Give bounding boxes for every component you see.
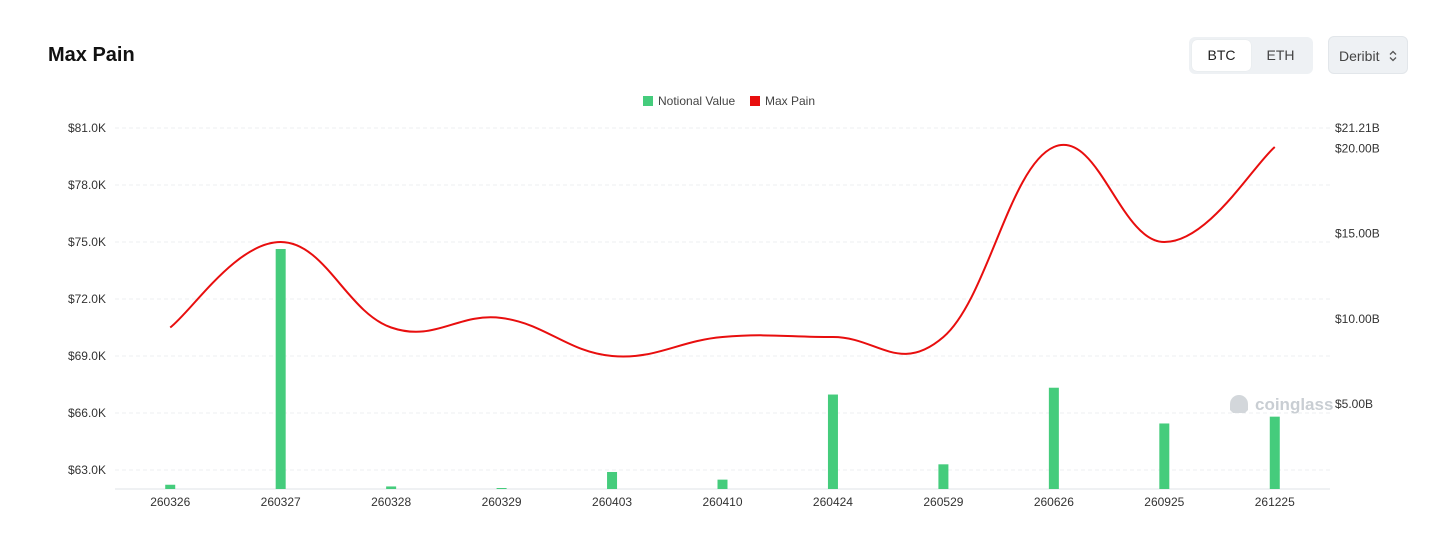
x-tick-label: 260424	[813, 495, 853, 509]
exchange-select-label: Deribit	[1339, 48, 1380, 64]
x-tick-label: 260329	[482, 495, 522, 509]
y-right-tick-label: $15.00B	[1335, 227, 1380, 241]
y-left-tick-label: $66.0K	[68, 406, 106, 420]
y-left-tick-label: $63.0K	[68, 463, 106, 477]
y-right-tick-label: $21.21B	[1335, 121, 1380, 135]
x-tick-label: 260326	[150, 495, 190, 509]
eth-tab[interactable]: ETH	[1266, 47, 1295, 63]
notional-bar	[827, 394, 838, 489]
coin-toggle: BTC ETH	[1189, 37, 1313, 74]
x-tick-label: 260626	[1034, 495, 1074, 509]
exchange-select[interactable]: Deribit	[1328, 36, 1408, 74]
watermark-text: coinglass	[1255, 395, 1333, 414]
notional-bar	[938, 464, 949, 489]
y-left-tick-label: $69.0K	[68, 349, 106, 363]
y-right-tick-label: $20.00B	[1335, 142, 1380, 156]
legend-swatch-notional	[643, 96, 653, 106]
notional-bar	[386, 486, 397, 489]
legend-swatch-maxpain	[750, 96, 760, 106]
notional-bar	[717, 479, 728, 489]
notional-bar	[1048, 387, 1059, 489]
x-tick-label: 260410	[702, 495, 742, 509]
x-tick-label: 260328	[371, 495, 411, 509]
x-tick-label: 260327	[261, 495, 301, 509]
coinglass-watermark: coinglass	[1230, 395, 1333, 414]
notional-bar	[165, 484, 176, 489]
notional-bar	[275, 249, 286, 489]
y-left-tick-label: $78.0K	[68, 178, 106, 192]
x-tick-label: 260403	[592, 495, 632, 509]
notional-bar	[496, 488, 507, 489]
max-pain-line	[169, 143, 1276, 358]
y-right-tick-label: $5.00B	[1335, 397, 1373, 411]
coinglass-logo-icon	[1230, 395, 1248, 413]
notional-bar	[1159, 423, 1170, 489]
x-tick-label: 260529	[923, 495, 963, 509]
legend-label-notional: Notional Value	[658, 94, 735, 108]
y-left-tick-label: $75.0K	[68, 235, 106, 249]
y-left-tick-label: $72.0K	[68, 292, 106, 306]
btc-tab[interactable]: BTC	[1192, 40, 1251, 71]
x-tick-label: 260925	[1144, 495, 1184, 509]
y-left-tick-label: $81.0K	[68, 121, 106, 135]
notional-bar	[607, 471, 618, 489]
page-title: Max Pain	[48, 44, 135, 66]
x-tick-label: 261225	[1255, 495, 1295, 509]
chevron-up-down-icon	[1389, 37, 1397, 75]
notional-bar	[1269, 416, 1280, 489]
legend-label-maxpain: Max Pain	[765, 94, 815, 108]
y-right-tick-label: $10.00B	[1335, 312, 1380, 326]
